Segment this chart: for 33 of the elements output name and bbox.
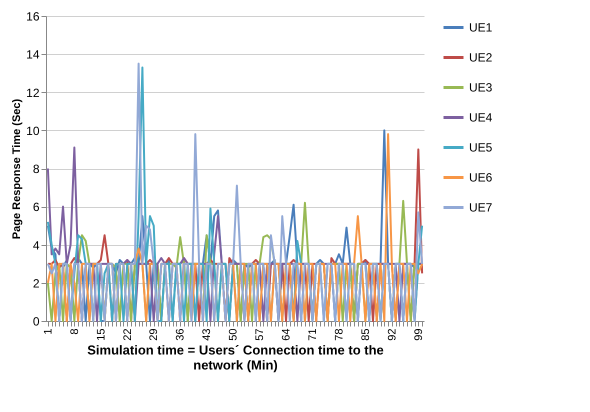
legend-label: UE2 — [469, 50, 493, 64]
x-tick-label: 8 — [68, 328, 81, 335]
y-tick-label: 2 — [32, 276, 40, 290]
legend-label: UE1 — [469, 20, 493, 34]
x-axis-title: Simulation time = Users´ Connection time to the network (Min) — [87, 342, 384, 373]
legend-label: UE5 — [469, 140, 493, 154]
y-tick-label: 4 — [32, 238, 40, 252]
x-tick-label: 22 — [122, 328, 134, 341]
x-tick-label: 15 — [95, 328, 108, 341]
y-tick-label: 12 — [26, 86, 40, 100]
x-tick-label: 50 — [228, 328, 240, 341]
legend-label: UE6 — [469, 170, 493, 184]
legend-label: UE3 — [469, 80, 493, 94]
y-tick-label: 8 — [32, 162, 40, 176]
x-tick-label: 92 — [386, 328, 398, 341]
x-tick-label: 71 — [306, 328, 319, 341]
x-tick-label: 99 — [412, 328, 425, 341]
y-tick-label: 16 — [26, 10, 40, 24]
legend-label: UE4 — [469, 110, 493, 124]
x-tick-label: 64 — [280, 328, 293, 341]
x-tick-label: 1 — [42, 328, 54, 335]
legend-label: UE7 — [469, 200, 493, 214]
x-tick-label: 36 — [174, 328, 187, 341]
y-tick-label: 6 — [32, 200, 40, 214]
x-tick-label: 57 — [254, 328, 266, 341]
y-axis-title: Page Response Time (Sec) — [11, 98, 24, 240]
y-tick-label: 10 — [26, 124, 40, 138]
x-tick-label: 78 — [333, 328, 346, 341]
x-tick-label: 29 — [148, 328, 160, 341]
y-tick-label: 14 — [26, 48, 40, 62]
y-tick-label: 0 — [32, 314, 40, 328]
x-tick-label: 43 — [201, 328, 214, 341]
x-tick-label: 85 — [360, 328, 372, 341]
